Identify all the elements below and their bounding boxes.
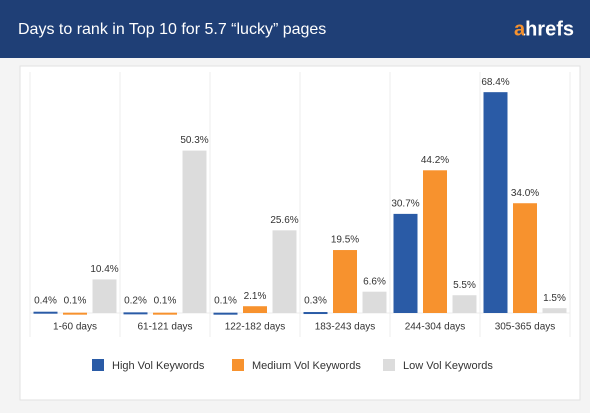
bar <box>362 291 387 313</box>
bar <box>213 312 238 315</box>
bar <box>483 92 508 313</box>
header <box>0 0 590 58</box>
bar <box>542 308 567 313</box>
data-label: 50.3% <box>180 135 208 146</box>
bar <box>393 213 418 313</box>
bar <box>423 170 447 313</box>
bar <box>243 306 267 313</box>
data-label: 0.4% <box>34 296 57 307</box>
data-label: 44.2% <box>421 155 449 166</box>
bar <box>452 295 477 313</box>
x-tick-label: 122-182 days <box>225 322 286 333</box>
data-label: 34.0% <box>511 188 539 199</box>
bar <box>513 203 537 313</box>
x-tick-label: 244-304 days <box>405 322 466 333</box>
bar <box>123 312 148 315</box>
data-label: 0.3% <box>304 296 327 307</box>
legend-swatch <box>383 359 395 371</box>
x-tick-label: 305-365 days <box>495 322 556 333</box>
data-label: 0.1% <box>154 296 177 307</box>
legend-swatch <box>232 359 244 371</box>
x-tick-label: 61-121 days <box>137 322 192 333</box>
data-label: 25.6% <box>270 215 298 226</box>
chart-title: Days to rank in Top 10 for 5.7 “lucky” p… <box>18 21 326 38</box>
data-label: 10.4% <box>90 264 118 275</box>
data-label: 68.4% <box>481 77 509 88</box>
brand-logo: ahrefs <box>514 18 574 40</box>
bar <box>182 150 207 313</box>
bar <box>63 312 87 315</box>
data-label: 0.2% <box>124 296 147 307</box>
x-tick-label: 1-60 days <box>53 322 97 333</box>
bar <box>92 279 117 313</box>
data-label: 19.5% <box>331 235 359 246</box>
legend-label: Low Vol Keywords <box>403 360 493 372</box>
legend-swatch <box>92 359 104 371</box>
bar <box>153 312 177 315</box>
legend-label: High Vol Keywords <box>112 360 205 372</box>
bar <box>303 312 328 315</box>
legend-label: Medium Vol Keywords <box>252 360 361 372</box>
data-label: 2.1% <box>244 291 267 302</box>
bar <box>272 230 297 313</box>
data-label: 0.1% <box>214 296 237 307</box>
data-label: 30.7% <box>391 199 419 210</box>
x-tick-label: 183-243 days <box>315 322 376 333</box>
bar <box>33 311 58 314</box>
data-label: 0.1% <box>64 296 87 307</box>
data-label: 1.5% <box>543 293 566 304</box>
bar <box>333 250 357 313</box>
data-label: 6.6% <box>363 276 386 287</box>
data-label: 5.5% <box>453 280 476 291</box>
